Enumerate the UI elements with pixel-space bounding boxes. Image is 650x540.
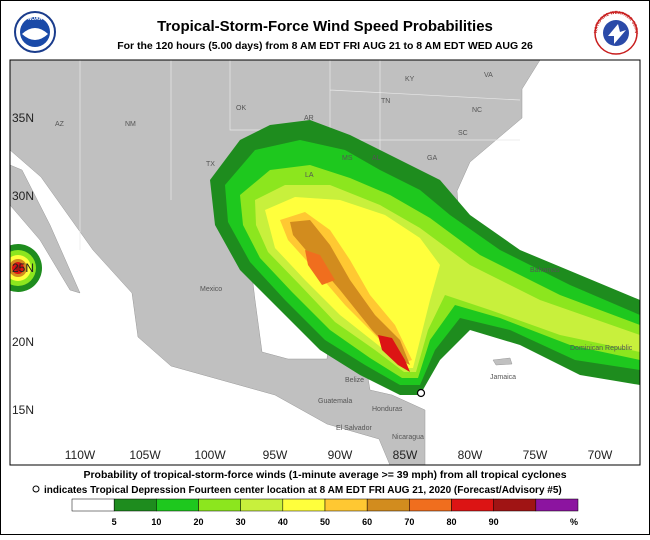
legend: 5 10 20 30 40 50 60 70 80 90% [71, 498, 579, 527]
lat-label: 15N [12, 403, 34, 417]
place-label: TX [206, 161, 215, 168]
place-label: AZ [55, 121, 65, 128]
lat-labels: 35N 30N 25N 20N 15N [12, 111, 34, 417]
legend-swatch [198, 498, 241, 512]
place-label: Dominican Republic [570, 345, 633, 352]
lat-label: 25N [12, 261, 34, 275]
center-icon [32, 485, 40, 493]
lat-label: 35N [12, 111, 34, 125]
legend-swatch [282, 498, 326, 512]
map-frame [9, 59, 641, 466]
subtitle: For the 120 hours (5.00 days) from 8 AM … [117, 40, 533, 52]
place-label: VA [484, 72, 493, 79]
logo-text: NOAA [28, 16, 43, 22]
legend-label: 10 [151, 517, 161, 527]
legend-unit: % [570, 517, 578, 527]
place-label: Mexico [200, 286, 222, 293]
place-label: SC [458, 130, 468, 137]
probability-band [305, 250, 335, 285]
legend-label: 40 [278, 517, 288, 527]
place-label: LA [305, 172, 314, 179]
noaa-logo: NOAA [14, 11, 56, 53]
logo-bolt [608, 24, 626, 44]
place-label: AL [372, 155, 381, 162]
lat-label: 20N [12, 335, 34, 349]
lon-label: 95W [263, 448, 288, 462]
place-label: TN [381, 98, 390, 105]
baja [10, 164, 81, 294]
logo-bird [22, 28, 48, 40]
legend-swatch [409, 498, 452, 512]
lon-label: 90W [328, 448, 353, 462]
place-label: Bahamas [530, 267, 560, 274]
lon-label: 100W [194, 448, 226, 462]
place-label: NC [472, 107, 482, 114]
legend-swatch [535, 498, 579, 512]
lon-label: 85W [393, 448, 418, 462]
legend-label: 60 [362, 517, 372, 527]
probability-swath [10, 120, 640, 395]
place-label: Jamaica [490, 374, 516, 381]
legend-swatch [240, 498, 284, 512]
place-label: AR [304, 115, 314, 122]
place-label: Honduras [372, 406, 403, 413]
legend-swatch [156, 498, 199, 512]
legend-swatch [451, 498, 494, 512]
legend-label: 20 [193, 517, 203, 527]
place-label: GA [427, 155, 437, 162]
place-label: Nicaragua [392, 434, 424, 441]
lat-label: 30N [12, 189, 34, 203]
lon-label: 105W [129, 448, 161, 462]
legend-swatch [71, 498, 115, 512]
caption: Probability of tropical-storm-force wind… [83, 469, 566, 481]
probability-band [378, 335, 410, 372]
place-label: El Salvador [336, 425, 372, 432]
place-label: NM [125, 121, 136, 128]
place-label: MS [342, 155, 353, 162]
place-labels: AZ NM OK AR TN KY VA NC SC GA AL MS LA T… [55, 72, 633, 441]
legend-label: 80 [446, 517, 456, 527]
lon-label: 80W [458, 448, 483, 462]
legend-label: 90 [489, 517, 499, 527]
legend-swatch [324, 498, 368, 512]
place-label: Belize [345, 377, 364, 384]
jamaica [492, 357, 513, 366]
lon-labels: 110W 105W 100W 95W 90W 85W 80W 75W 70W [65, 448, 613, 462]
lon-label: 70W [588, 448, 613, 462]
legend-swatch [113, 498, 157, 512]
lon-label: 110W [65, 448, 96, 462]
legend-label: 5 [112, 517, 117, 527]
title: Tropical-Storm-Force Wind Speed Probabil… [157, 18, 493, 35]
place-label: OK [236, 105, 246, 112]
place-label: Guatemala [318, 398, 352, 405]
legend-swatch [366, 498, 410, 512]
legend-label: 70 [404, 517, 414, 527]
legend-label: 30 [236, 517, 246, 527]
legend-swatch [493, 498, 537, 512]
legend-label: 50 [320, 517, 330, 527]
place-label: KY [405, 76, 415, 83]
lon-label: 75W [523, 448, 548, 462]
map: AZ NM OK AR TN KY VA NC SC GA AL MS LA T… [10, 60, 640, 465]
storm-center [416, 388, 426, 398]
probability-band [15, 265, 21, 271]
note: indicates Tropical Depression Fourteen c… [44, 485, 562, 496]
